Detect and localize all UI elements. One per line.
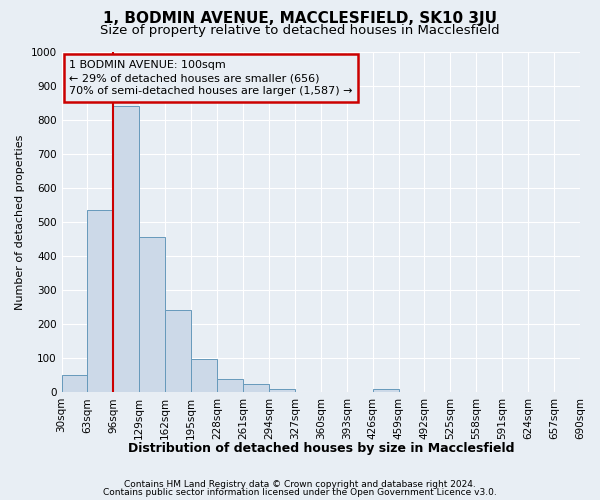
Text: 1 BODMIN AVENUE: 100sqm
← 29% of detached houses are smaller (656)
70% of semi-d: 1 BODMIN AVENUE: 100sqm ← 29% of detache… bbox=[70, 60, 353, 96]
Bar bbox=[269, 389, 295, 392]
Y-axis label: Number of detached properties: Number of detached properties bbox=[15, 134, 25, 310]
Bar bbox=[62, 375, 88, 392]
Text: Contains HM Land Registry data © Crown copyright and database right 2024.: Contains HM Land Registry data © Crown c… bbox=[124, 480, 476, 489]
Text: Size of property relative to detached houses in Macclesfield: Size of property relative to detached ho… bbox=[100, 24, 500, 37]
Text: 1, BODMIN AVENUE, MACCLESFIELD, SK10 3JU: 1, BODMIN AVENUE, MACCLESFIELD, SK10 3JU bbox=[103, 11, 497, 26]
X-axis label: Distribution of detached houses by size in Macclesfield: Distribution of detached houses by size … bbox=[128, 442, 514, 455]
Bar bbox=[373, 389, 398, 392]
Bar bbox=[243, 384, 269, 392]
Bar bbox=[217, 380, 243, 392]
Text: Contains public sector information licensed under the Open Government Licence v3: Contains public sector information licen… bbox=[103, 488, 497, 497]
Bar bbox=[113, 106, 139, 392]
Bar bbox=[165, 310, 191, 392]
Bar bbox=[139, 237, 165, 392]
Bar bbox=[191, 359, 217, 392]
Bar bbox=[88, 210, 113, 392]
